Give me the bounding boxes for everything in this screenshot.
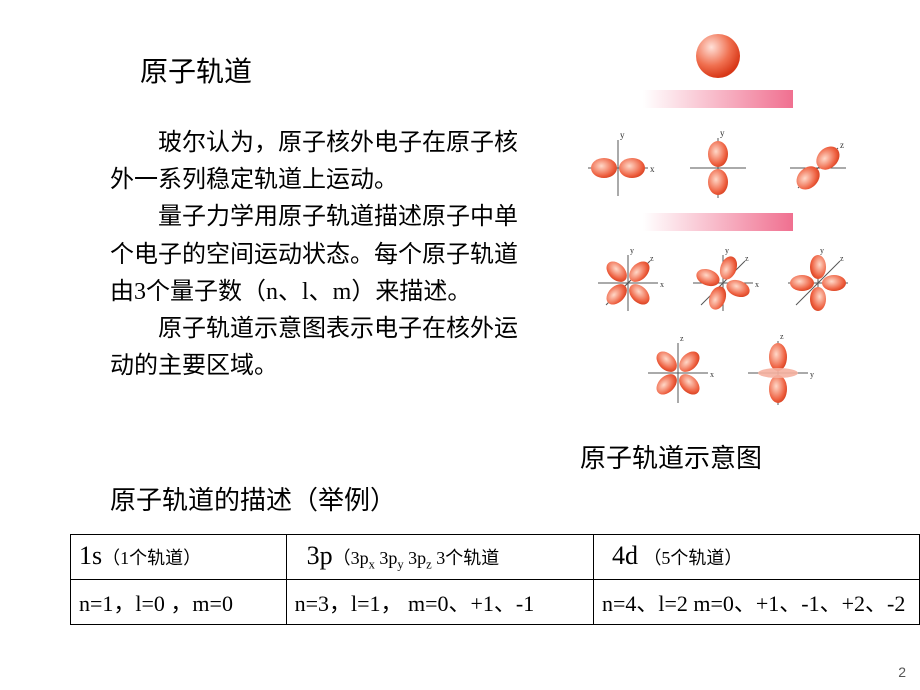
svg-text:y: y xyxy=(725,246,729,255)
svg-text:y: y xyxy=(630,246,634,255)
table-header-row: 1s（1个轨道） 3p（3px 3py 3pz 3个轨道 4d （5个轨道） xyxy=(71,535,920,580)
svg-text:z: z xyxy=(680,334,684,343)
paragraph-3: 原子轨道示意图表示电子在核外运动的主要区域。 xyxy=(110,311,540,385)
cell-1s: n=1，l=0 ，m=0 xyxy=(71,579,287,624)
paragraph-2: 量子力学用原子轨道描述原子中单个电子的空间运动状态。每个原子轨道由3个量子数（n… xyxy=(110,199,540,311)
cell-3p: n=3，l=1， m=0、+1、-1 xyxy=(286,579,593,624)
svg-text:x: x xyxy=(650,164,655,174)
svg-text:y: y xyxy=(810,370,814,379)
paragraph-1: 玻尔认为，原子核外电子在原子核外一系列稳定轨道上运动。 xyxy=(110,125,540,199)
orbital-diagram: x y y z xyxy=(568,28,868,428)
svg-text:y: y xyxy=(720,128,725,138)
body-text: 玻尔认为，原子核外电子在原子核外一系列稳定轨道上运动。 量子力学用原子轨道描述原… xyxy=(110,125,540,385)
header-4d: 4d （5个轨道） xyxy=(593,535,919,580)
svg-text:z: z xyxy=(650,254,654,263)
header-1s: 1s（1个轨道） xyxy=(71,535,287,580)
svg-text:z: z xyxy=(780,332,784,341)
svg-text:z: z xyxy=(745,254,749,263)
header-3p: 3p（3px 3py 3pz 3个轨道 xyxy=(286,535,593,580)
orbital-table: 1s（1个轨道） 3p（3px 3py 3pz 3个轨道 4d （5个轨道） n… xyxy=(70,534,920,625)
cell-4d: n=4、l=2 m=0、+1、-1、+2、-2 xyxy=(593,579,919,624)
svg-text:y: y xyxy=(620,130,625,140)
svg-text:x: x xyxy=(755,280,759,289)
svg-text:y: y xyxy=(820,246,824,255)
page-number: 2 xyxy=(898,664,906,680)
svg-text:x: x xyxy=(710,370,714,379)
page-title: 原子轨道 xyxy=(140,50,252,90)
subheading: 原子轨道的描述（举例） xyxy=(110,480,396,517)
svg-text:z: z xyxy=(840,140,844,150)
svg-text:z: z xyxy=(840,254,844,263)
svg-text:x: x xyxy=(660,280,664,289)
table-data-row: n=1，l=0 ，m=0 n=3，l=1， m=0、+1、-1 n=4、l=2 … xyxy=(71,579,920,624)
diagram-caption: 原子轨道示意图 xyxy=(580,438,762,475)
